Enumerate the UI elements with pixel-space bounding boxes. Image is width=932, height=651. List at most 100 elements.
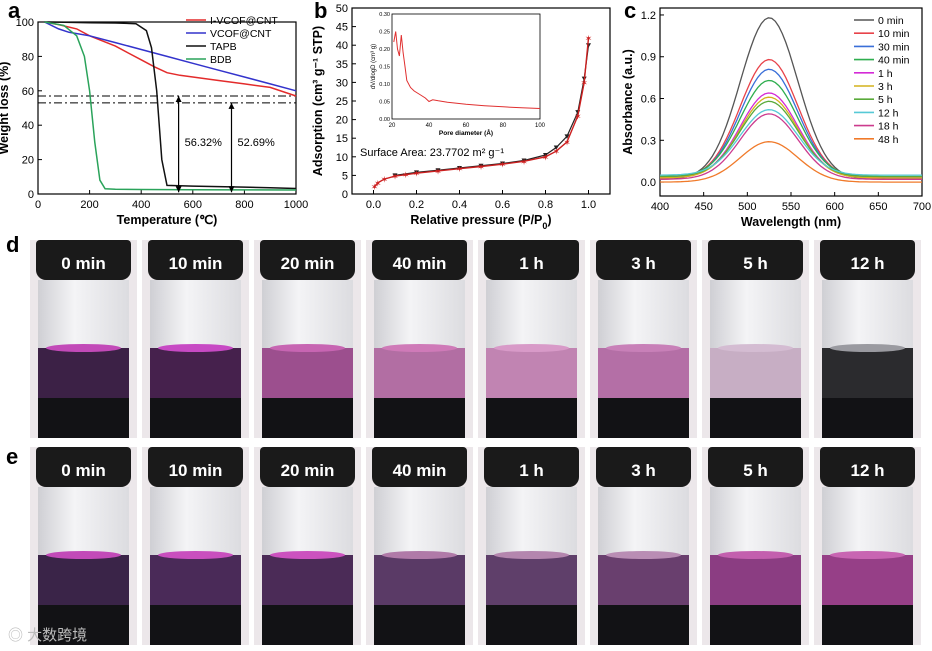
vial-photo: 3 h [590,240,697,438]
y-tick-label: 0.0 [641,177,656,189]
vial-liquid [150,555,241,607]
vial-time-label: 3 h [631,461,656,480]
y-axis-label: Adsorption (cm³ g⁻¹ STP) [312,26,325,176]
adsorption-point: ✶ [456,164,464,174]
vial-liquid [710,555,801,607]
vial-meniscus [158,551,233,559]
spectrum-18-h [660,113,922,180]
vial-time-label: 10 min [168,461,223,480]
vial-sediment [38,605,129,645]
y-tick-label: 45 [336,22,348,34]
y-tick-label: 60 [22,86,34,98]
vial-time-label: 10 min [168,254,223,273]
watermark-logo-icon: ◎ [8,627,28,644]
vial-time-label: 0 min [61,461,106,480]
y-tick-label: 40 [336,40,348,52]
y-tick-label: 1.2 [641,10,656,22]
vial-cap [708,447,803,487]
vial-photo: 20 min [254,447,361,645]
y-tick-label: 0 [342,189,348,201]
vial-meniscus [718,344,793,352]
vial-time-label: 5 h [743,461,768,480]
vial-photo: 20 min [254,240,361,438]
vial-meniscus [606,344,681,352]
vial-photo: 40 min [366,240,473,438]
panel-label-d: d [6,232,20,257]
x-tick-label: 200 [80,199,98,211]
adsorption-point: ✶ [552,147,560,157]
y-tick-label: 50 [336,3,348,15]
vial-liquid [486,348,577,400]
adsorption-point: ✶ [391,172,399,182]
vial-cap [36,240,131,280]
x-tick-label: 800 [235,199,253,211]
y-tick-label: 20 [336,115,348,127]
x-tick-label: 700 [913,201,931,213]
legend-label: 48 h [878,134,899,146]
vial-sediment [150,605,241,645]
adsorption-point: ✶ [563,137,571,147]
y-tick-label: 30 [336,77,348,89]
y-axis-label: Absorbance (a.u.) [622,49,635,155]
vial-liquid [38,555,129,607]
spectrum-48-h [660,141,922,183]
vial-cap [596,447,691,487]
x-tick-label: 0.0 [366,199,381,211]
x-tick-label: 0.4 [452,199,467,211]
plot-frame [37,21,297,195]
legend-label: I-VCOF@CNT [210,15,278,27]
arrow-head-up [228,102,235,109]
adsorption-line [374,37,590,188]
vial-time-label: 5 h [743,254,768,273]
panel-label-b: b [314,0,328,23]
vial-cap [484,240,579,280]
legend-label: 12 h [878,107,899,119]
legend-label: 40 min [878,55,910,67]
legend-label: 0 min [878,15,904,27]
vial-photo: 1 h [478,447,585,645]
x-axis-label: Relative pressure (P/P0) [410,213,551,231]
y-tick-label: 100 [16,17,34,29]
surface-area-annotation: Surface Area: 23.7702 m² g⁻¹ [360,147,504,159]
vial-liquid [486,555,577,607]
inset-y-tick-label: 0.15 [379,65,390,71]
adsorption-point: ✶ [542,152,550,162]
adsorption-point: ✶ [371,182,379,192]
spectrum-12-h [659,109,922,176]
x-tick-label: 1.0 [581,199,596,211]
y-tick-label: 0 [28,189,34,201]
adsorption-point: ✶ [402,170,410,180]
vial-sediment [598,605,689,645]
watermark: ◎ 大数跨境 [8,624,87,645]
arrow-head-down [175,186,182,193]
x-tick-label: 500 [738,201,756,213]
adsorption-point: ✶ [580,78,588,88]
vial-meniscus [46,551,121,559]
vial-liquid [38,348,129,400]
vial-photo: 0 min [30,447,137,645]
legend-label: 1 h [878,68,893,80]
vial-cap [260,240,355,280]
photo-row-d: 0 min 10 min 20 min 40 min 1 h 3 h 5 h 12 h [30,240,925,438]
vial-cap [36,447,131,487]
y-tick-label: 35 [336,59,348,71]
inset-x-tick-label: 20 [389,123,396,129]
panel-label-c: c [624,0,637,23]
inset-y-tick-label: 0.30 [379,12,390,18]
desorption-point [553,145,559,150]
vial-time-label: 12 h [850,461,885,480]
vial-meniscus [606,551,681,559]
adsorption-point: ✶ [434,166,442,176]
legend-label: 10 min [878,28,910,40]
vial-photo: 10 min [142,240,249,438]
x-tick-label: 450 [694,201,712,213]
vial-photo: 5 h [702,240,809,438]
adsorption-point: ✶ [380,175,388,185]
vial-time-label: 40 min [392,254,447,273]
x-tick-label: 0.6 [495,199,510,211]
vial-sediment [262,398,353,438]
x-tick-label: 550 [782,201,800,213]
x-axis-label-subscript: 0 [542,221,547,231]
legend-label: 3 h [878,81,893,93]
vial-sediment [374,605,465,645]
